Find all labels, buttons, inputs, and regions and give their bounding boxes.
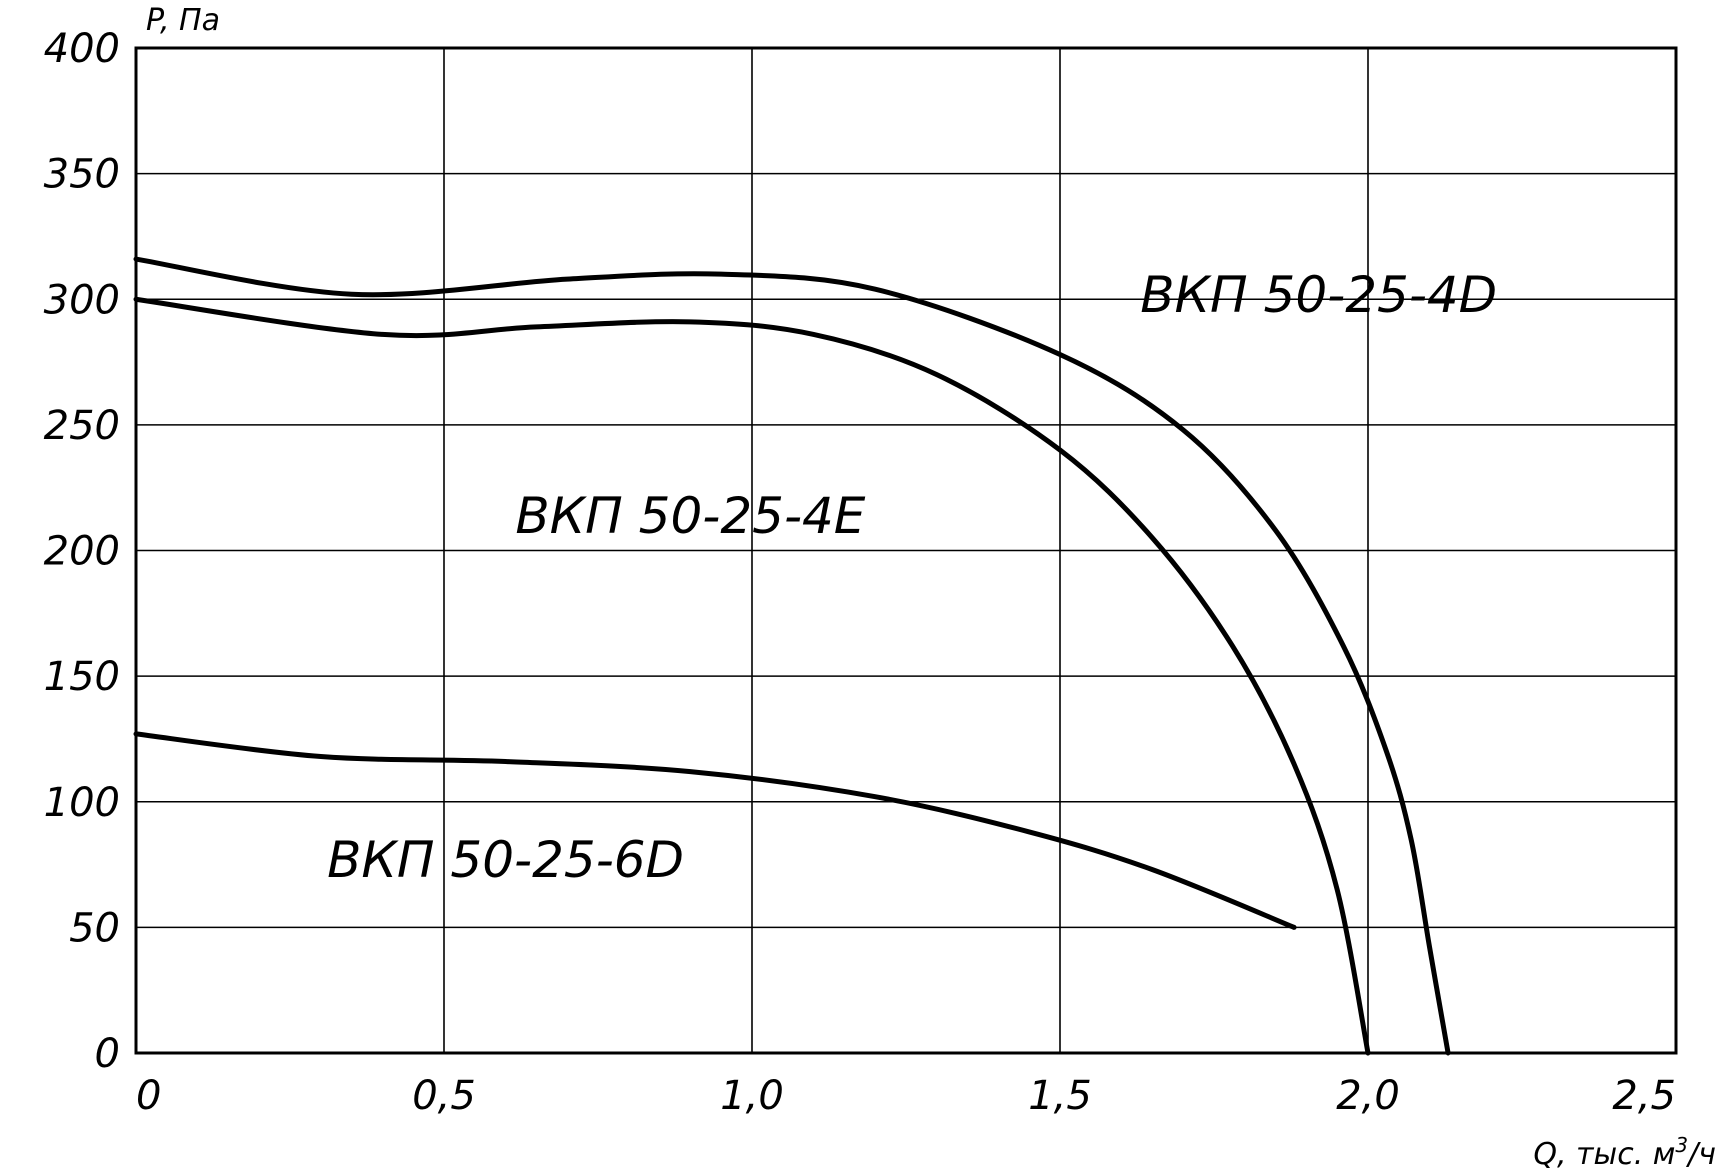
x-tick-label: 0 xyxy=(136,1073,161,1119)
y-tick-label: 100 xyxy=(44,780,120,826)
y-tick-label: 150 xyxy=(44,654,120,700)
x-tick-label: 0,5 xyxy=(412,1073,476,1119)
y-axis-label: P, Па xyxy=(146,3,220,38)
x-tick-label: 1,5 xyxy=(1028,1073,1092,1119)
x-axis-label-main: Q, тыс. м xyxy=(1533,1137,1675,1172)
grid-lines xyxy=(136,48,1676,1053)
curve-label-2: ВКП 50-25-4E xyxy=(515,487,865,545)
y-tick-label: 200 xyxy=(44,529,120,575)
y-tick-label: 350 xyxy=(44,152,120,198)
x-axis-label-sup: 3 xyxy=(1675,1133,1688,1157)
x-axis-label: Q, тыс. м3/ч xyxy=(1533,1133,1716,1172)
y-tick-label: 50 xyxy=(69,905,120,951)
x-axis-label-suffix: /ч xyxy=(1685,1137,1716,1172)
plot-frame xyxy=(134,46,1678,1055)
x-tick-label: 2,0 xyxy=(1336,1073,1400,1119)
y-tick-label: 300 xyxy=(44,277,120,323)
y-tick-label: 250 xyxy=(44,403,120,449)
curve-labels: ВКП 50-25-4D ВКП 50-25-4E ВКП 50-25-6D xyxy=(327,266,1497,889)
y-tick-label: 400 xyxy=(44,26,120,72)
y-tick-label: 0 xyxy=(95,1031,120,1077)
series-line-3 xyxy=(133,731,1297,930)
tick-labels: 0 50 100 150 200 250 300 350 400 0 0,5 1,0 1,5 2,0 2,5 xyxy=(44,26,1676,1119)
series-line-1 xyxy=(133,256,1451,1056)
x-tick-label: 2,5 xyxy=(1612,1073,1676,1119)
curves xyxy=(133,256,1451,1056)
series-line-2 xyxy=(133,296,1371,1056)
curve-label-1: ВКП 50-25-4D xyxy=(1140,266,1497,324)
x-tick-label: 1,0 xyxy=(720,1073,784,1119)
curve-label-3: ВКП 50-25-6D xyxy=(327,831,684,889)
